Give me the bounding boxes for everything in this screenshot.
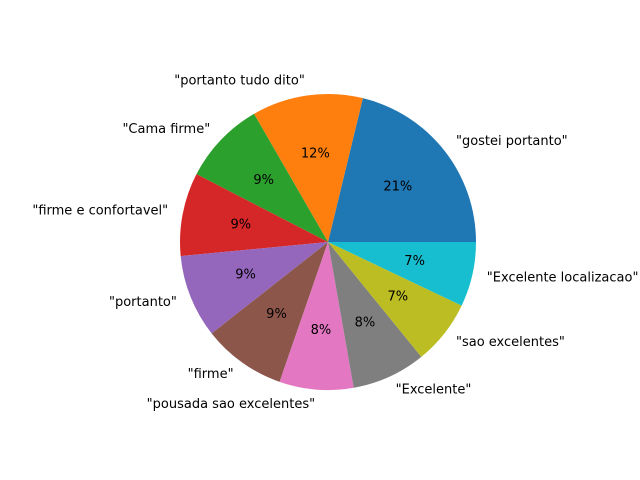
pie-slice [328,242,476,306]
percent-labels: 21% 12% 9% 9% 9% 9% 8% 8% 7% 7% [230,147,424,338]
slice-category-label: "Excelente" [396,383,472,398]
slice-percent-label: 12% [301,147,330,162]
slice-labels: "gostei portanto" "portanto tudo dito" "Ca… [32,73,638,411]
pie-slice [279,242,354,390]
slice-category-label: "Cama firme" [122,122,210,137]
slice-category-label: "firme e confortavel" [32,204,168,219]
slice-percent-label: 7% [387,289,408,304]
slice-category-label: "portanto tudo dito" [174,73,305,88]
slice-category-label: "pousada sao excelentes" [147,397,315,412]
pie-slice [254,94,363,242]
slice-percent-label: 9% [235,268,256,283]
slice-percent-label: 7% [404,254,425,269]
pie-slice [328,242,462,357]
pie-slice [328,98,476,242]
slice-category-label: "firme" [188,367,234,382]
pie-slice [328,242,422,388]
slice-percent-label: 9% [230,218,251,233]
pie-slices [179,94,476,390]
pie-slice [211,242,328,382]
slice-category-label: "sao excelentes" [456,335,565,350]
slice-percent-label: 8% [311,323,332,338]
slice-percent-label: 9% [253,173,274,188]
slice-percent-label: 21% [383,180,412,195]
slice-category-label: "Excelente localizacao" [487,270,639,285]
slice-category-label: "gostei portanto" [456,134,568,149]
pie-slice [179,174,328,257]
pie-slice [180,242,328,334]
slice-percent-label: 8% [355,315,376,330]
slice-category-label: "portanto" [109,295,177,310]
pie-slice [196,113,328,242]
slice-percent-label: 9% [266,307,287,322]
